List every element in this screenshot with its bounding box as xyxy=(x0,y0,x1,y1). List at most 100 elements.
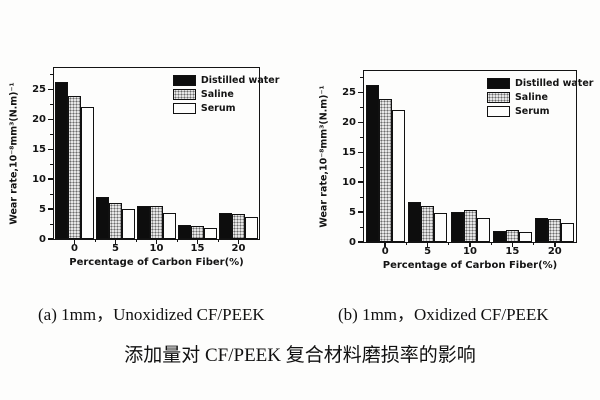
plot-area: Distilled water Saline Serum 0 5 10 15 20 25 0 5 1… xyxy=(32,67,279,254)
y-axis-tick xyxy=(358,151,364,154)
legend-label: Saline xyxy=(514,92,548,103)
bar-serum xyxy=(122,209,135,239)
bar-serum xyxy=(204,228,217,239)
bar-saline xyxy=(68,96,81,239)
legend-item: Serum xyxy=(172,103,280,114)
bar-saline xyxy=(421,205,435,242)
x-axis-tick xyxy=(196,239,199,244)
bar-serum xyxy=(434,213,448,242)
legend-label: Distilled water xyxy=(514,78,594,89)
x-axis-minor-tick xyxy=(448,242,450,245)
x-axis-tick-label: 10 xyxy=(463,246,477,257)
caption-b: (b) 1mm，Oxidized CF/PEEK xyxy=(338,305,549,324)
bar-distilled xyxy=(535,218,549,242)
y-axis-tick-label: 0 xyxy=(39,233,46,245)
y-axis-tick xyxy=(358,241,364,243)
x-axis-tick-label: 15 xyxy=(190,243,205,254)
x-axis-tick-label: 20 xyxy=(547,246,562,257)
bar-saline xyxy=(232,214,245,239)
x-axis-minor-tick xyxy=(176,239,178,242)
y-axis-tick-label: 0 xyxy=(349,236,356,248)
legend-item: Distilled water xyxy=(486,78,594,89)
x-axis-tick xyxy=(155,239,158,244)
y-axis-tick xyxy=(358,181,364,183)
x-axis-tick-label: 0 xyxy=(381,246,389,257)
y-axis-label: Wear rate,10⁻⁸mm³(N.m)⁻¹ xyxy=(7,67,21,240)
y-axis-minor-tick xyxy=(50,193,54,195)
chart-a: Distilled water Saline Serum 0 5 10 15 20 25 0 5 1… xyxy=(9,67,279,268)
x-axis-label: Percentage of Carbon Fiber(%) xyxy=(382,260,558,271)
y-axis-tick-label: 15 xyxy=(342,146,356,158)
x-axis-tick-label: 0 xyxy=(71,243,78,254)
x-axis-tick-label: 5 xyxy=(424,246,432,257)
y-axis-minor-tick xyxy=(50,133,54,135)
x-axis-label: Percentage of Carbon Fiber(%) xyxy=(69,257,244,268)
x-axis-tick xyxy=(554,242,556,247)
x-axis-tick xyxy=(469,242,471,247)
y-axis-tick-label: 5 xyxy=(39,203,46,215)
y-axis-tick xyxy=(48,148,54,151)
bar-distilled xyxy=(55,82,68,239)
y-axis-tick xyxy=(358,91,364,94)
x-axis-minor-tick xyxy=(94,239,96,242)
bar-serum xyxy=(391,109,405,242)
bar-distilled xyxy=(450,212,464,242)
x-axis-tick xyxy=(384,242,386,247)
legend-swatch-serum xyxy=(172,103,196,114)
y-axis-tick xyxy=(48,208,54,210)
y-axis-minor-tick xyxy=(360,226,364,228)
bar-serum xyxy=(518,231,532,242)
x-axis-tick xyxy=(114,239,117,244)
x-axis-tick-label: 5 xyxy=(112,243,119,254)
y-axis-tick-label: 10 xyxy=(32,173,46,185)
bar-saline xyxy=(505,230,519,242)
y-axis-label: Wear rate,10⁻⁸mm³(N.m)⁻¹ xyxy=(317,70,331,243)
legend-item: Serum xyxy=(486,106,594,117)
legend-item: Distilled water xyxy=(172,75,280,86)
y-axis-minor-tick xyxy=(360,196,364,198)
x-axis-minor-tick xyxy=(405,242,407,245)
y-axis-tick-label: 25 xyxy=(32,84,46,96)
legend-label: Distilled water xyxy=(200,75,280,86)
legend-label: Serum xyxy=(200,103,236,114)
bar-distilled xyxy=(178,225,191,239)
y-axis-tick xyxy=(48,238,54,240)
y-axis-minor-tick xyxy=(50,163,54,165)
y-axis-tick-label: 15 xyxy=(32,143,46,155)
y-axis-minor-tick xyxy=(360,136,364,138)
bar-serum xyxy=(163,212,176,239)
y-axis-minor-tick xyxy=(50,223,54,225)
y-axis-tick-label: 20 xyxy=(342,116,356,128)
y-axis-tick-label: 5 xyxy=(349,206,356,218)
x-axis-minor-tick xyxy=(490,242,492,245)
y-axis-tick xyxy=(358,121,364,124)
y-axis-tick-label: 25 xyxy=(342,87,356,99)
y-axis-tick xyxy=(48,178,54,180)
bar-distilled xyxy=(96,197,109,239)
y-axis-tick xyxy=(48,88,54,91)
legend-item: Saline xyxy=(486,92,594,103)
bar-saline xyxy=(109,202,122,239)
legend-swatch-saline xyxy=(172,89,196,100)
x-axis-minor-tick xyxy=(135,239,137,242)
bar-distilled xyxy=(492,230,506,242)
x-axis-tick xyxy=(511,242,514,247)
x-axis-tick-label: 15 xyxy=(505,246,520,257)
y-axis-minor-tick xyxy=(360,166,364,168)
y-axis-label-text: Wear rate,10⁻⁸mm³(N.m)⁻¹ xyxy=(318,85,330,228)
bar-distilled xyxy=(137,205,150,239)
y-axis-minor-tick xyxy=(50,103,54,105)
legend-swatch-serum xyxy=(486,106,510,117)
legend-swatch-distilled xyxy=(172,75,196,86)
legend: Distilled water Saline Serum xyxy=(486,78,594,117)
bar-serum xyxy=(476,218,490,242)
x-axis-tick-label: 20 xyxy=(231,243,246,254)
y-axis-minor-tick xyxy=(360,106,364,108)
bar-serum xyxy=(245,216,258,239)
legend-label: Saline xyxy=(200,89,234,100)
plot-area: Distilled water Saline Serum 0 5 10 15 20 25 0 5 1… xyxy=(342,70,593,257)
y-axis-minor-tick xyxy=(360,77,364,79)
x-axis-tick xyxy=(73,239,76,244)
bar-saline xyxy=(463,209,477,242)
